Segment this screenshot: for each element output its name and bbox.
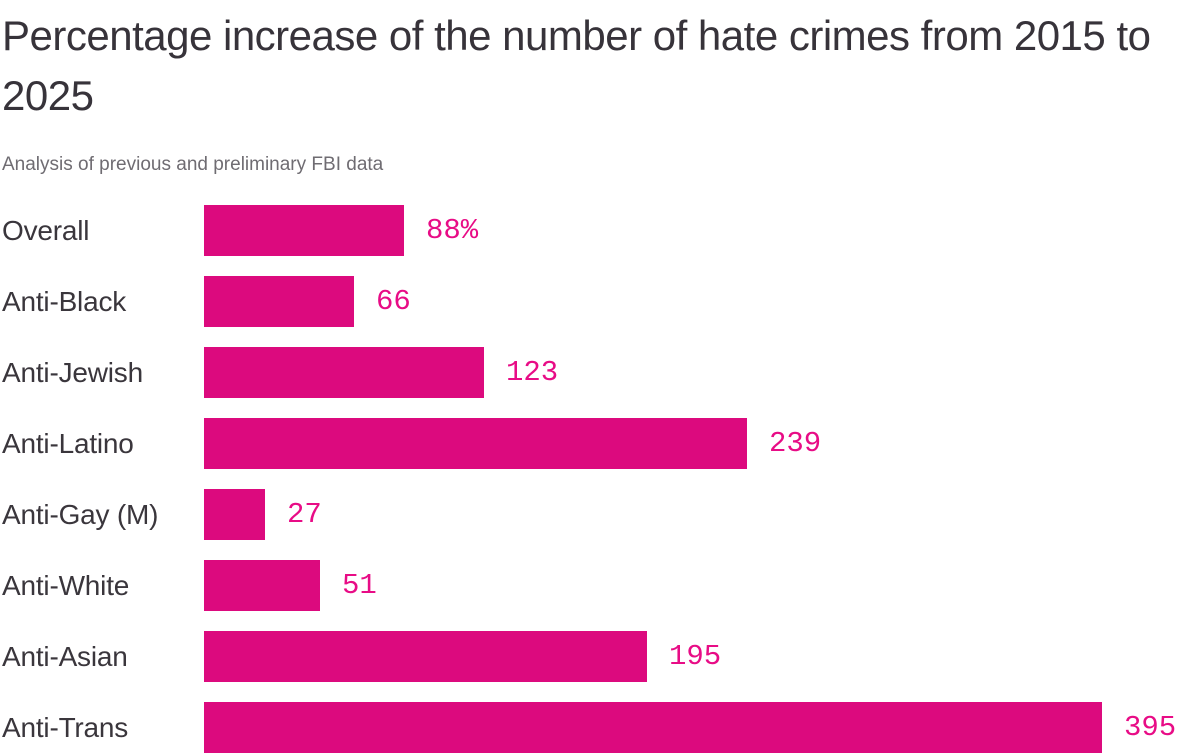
category-label: Anti-Black	[2, 285, 127, 317]
category-label: Anti-Jewish	[2, 356, 143, 388]
chart-row: Anti-Asian 195	[2, 631, 1200, 682]
bar	[204, 560, 320, 611]
bar	[204, 489, 265, 540]
category-label: Anti-Latino	[2, 427, 134, 459]
category-label: Anti-White	[2, 569, 130, 601]
chart-row: Overall 88%	[2, 205, 1200, 256]
category-label: Anti-Trans	[2, 711, 129, 743]
chart-row: Anti-Trans 395	[2, 702, 1200, 753]
chart-subtitle: Analysis of previous and preliminary FBI…	[2, 154, 384, 175]
value-label: 66	[376, 285, 411, 318]
bar	[204, 631, 647, 682]
bar	[204, 347, 484, 398]
bar-chart: Overall 88% Anti-Black 66 Anti-Jewish 123 Anti…	[2, 205, 1200, 753]
chart-row: Anti-Black 66	[2, 276, 1200, 327]
chart-row: Anti-Jewish 123	[2, 347, 1200, 398]
value-label: 27	[287, 498, 322, 531]
bar	[204, 205, 404, 256]
chart-title: Percentage increase of the number of hat…	[2, 12, 1151, 119]
value-label: 195	[669, 640, 722, 673]
value-label: 123	[506, 356, 559, 389]
category-label: Anti-Asian	[2, 640, 128, 672]
value-label: 88%	[426, 214, 479, 247]
bar	[204, 418, 747, 469]
value-label: 51	[342, 569, 377, 602]
bar	[204, 702, 1102, 753]
value-label: 239	[769, 427, 822, 460]
chart-row: Anti-Gay (M) 27	[2, 489, 1200, 540]
bar	[204, 276, 354, 327]
category-label: Overall	[2, 214, 90, 246]
category-label: Anti-Gay (M)	[2, 498, 159, 530]
value-label: 395	[1124, 711, 1177, 744]
chart-row: Anti-Latino 239	[2, 418, 1200, 469]
chart-row: Anti-White 51	[2, 560, 1200, 611]
